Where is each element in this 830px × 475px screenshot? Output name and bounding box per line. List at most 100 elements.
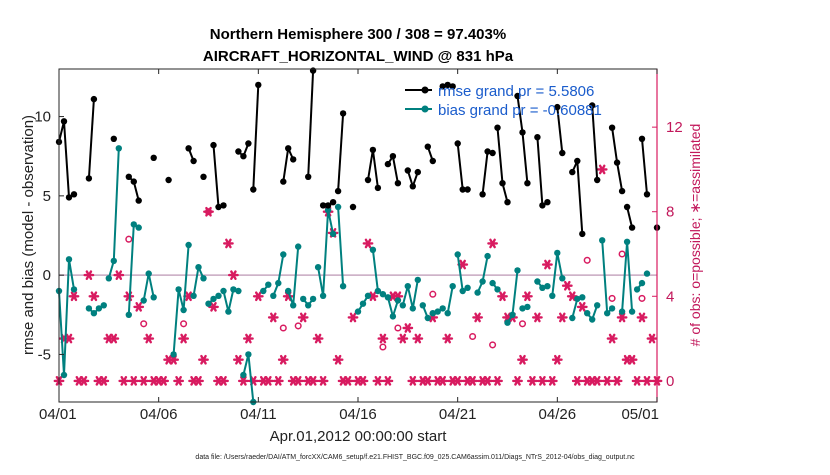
bias-point xyxy=(569,314,576,322)
obs-star-stroke xyxy=(454,376,461,386)
bias-point xyxy=(384,294,392,301)
y-tick-label-right: 4 xyxy=(666,288,674,305)
x-tick-label: 05/01 xyxy=(621,406,659,423)
bias-point xyxy=(225,308,232,315)
chart-subtitle: AIRCRAFT_HORIZONTAL_WIND @ 831 hPa xyxy=(203,48,514,65)
obs-assimilated-point xyxy=(267,312,279,323)
bias-point xyxy=(309,295,317,303)
obs-star-stroke xyxy=(364,238,372,249)
obs-assimilated-point xyxy=(522,291,533,302)
obs-star-stroke xyxy=(494,376,501,386)
obs-star-stroke xyxy=(319,376,327,386)
bias-point xyxy=(280,251,287,258)
rmse-point xyxy=(643,191,651,198)
rmse-point xyxy=(613,159,621,166)
rmse-point xyxy=(334,187,342,195)
bias-point xyxy=(484,252,491,260)
obs-star-stroke xyxy=(145,333,153,344)
rmse-point xyxy=(185,145,192,152)
obs-star-stroke xyxy=(359,376,367,386)
obs-assimilated-point xyxy=(83,270,95,280)
obs-star-stroke xyxy=(299,312,307,323)
rmse-point xyxy=(404,167,411,174)
bias-point xyxy=(579,294,586,301)
rmse-point xyxy=(110,135,118,142)
obs-star-stroke xyxy=(110,333,118,344)
obs-star-stroke xyxy=(539,376,546,386)
obs-star-stroke xyxy=(603,376,611,386)
obs-star-stroke xyxy=(210,302,217,312)
bias-point xyxy=(65,256,73,263)
rmse-point xyxy=(220,202,227,209)
obs-assimilated-point xyxy=(88,291,100,302)
rmse-point xyxy=(70,191,78,198)
bias-point xyxy=(295,243,302,250)
obs-assimilated-point xyxy=(158,376,170,386)
rmse-point xyxy=(464,186,471,193)
obs-star-stroke xyxy=(608,333,616,344)
rmse-point xyxy=(150,154,157,161)
rmse-point xyxy=(638,135,646,142)
obs-assimilated-point xyxy=(472,312,483,323)
rmse-point xyxy=(579,230,586,238)
obs-star-stroke xyxy=(459,259,466,270)
bias-point xyxy=(599,237,606,244)
obs-star-stroke xyxy=(593,376,601,386)
bias-point xyxy=(275,279,282,287)
obs-star-stroke xyxy=(484,376,491,386)
rmse-point xyxy=(519,129,526,136)
rmse-point xyxy=(608,124,616,131)
obs-assimilated-point xyxy=(532,312,543,323)
rmse-point xyxy=(459,186,466,193)
bias-point xyxy=(175,286,182,293)
bias-point xyxy=(633,286,641,293)
obs-assimilated-point xyxy=(242,333,254,344)
obs-star-stroke xyxy=(344,376,352,386)
bias-point xyxy=(230,286,237,293)
rmse-point xyxy=(190,157,197,165)
obs-assimilated-point xyxy=(606,333,618,344)
y-tick-label: 0 xyxy=(43,267,51,284)
bias-point xyxy=(290,302,297,309)
obs-star-stroke xyxy=(70,291,78,302)
obs-star-stroke xyxy=(309,376,317,386)
obs-star-stroke xyxy=(245,333,252,344)
obs-star-stroke xyxy=(643,376,651,386)
obs-assimilated-point xyxy=(626,354,638,365)
obs-assimilated-point xyxy=(487,238,498,249)
obs-star-stroke xyxy=(235,354,242,365)
bias-point xyxy=(474,289,481,296)
rmse-point xyxy=(409,183,416,190)
bias-point xyxy=(95,305,103,312)
bias-line xyxy=(401,279,419,310)
obs-assimilated-point xyxy=(133,302,145,312)
obs-star-stroke xyxy=(220,376,227,386)
obs-assimilated-point xyxy=(362,238,374,249)
obs-star-stroke xyxy=(638,312,646,323)
obs-star-stroke xyxy=(200,354,207,365)
bias-line xyxy=(337,206,345,287)
rmse-point xyxy=(439,83,446,90)
obs-assimilated-point xyxy=(377,333,389,344)
rmse-point xyxy=(444,81,451,89)
rmse-point xyxy=(569,168,576,176)
rmse-point xyxy=(484,148,491,155)
obs-assimilated-point xyxy=(527,376,538,386)
obs-star-stroke xyxy=(140,376,148,386)
bias-point xyxy=(604,310,611,317)
obs-assimilated-point xyxy=(292,376,304,386)
bias-point xyxy=(379,291,387,298)
obs-star-stroke xyxy=(474,312,481,323)
obs-assimilated-point xyxy=(108,333,120,344)
obs-star-stroke xyxy=(529,376,536,386)
obs-star-stroke xyxy=(275,376,282,386)
obs-star-stroke xyxy=(559,312,566,323)
bias-point xyxy=(394,297,402,304)
rmse-point xyxy=(374,184,382,192)
bias-point xyxy=(594,302,601,309)
bias-point xyxy=(135,224,142,231)
bias-point xyxy=(559,275,566,282)
rmse-point xyxy=(245,140,252,147)
obs-assimilated-point xyxy=(227,270,239,280)
